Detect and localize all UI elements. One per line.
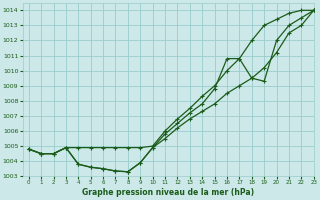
X-axis label: Graphe pression niveau de la mer (hPa): Graphe pression niveau de la mer (hPa) <box>82 188 254 197</box>
